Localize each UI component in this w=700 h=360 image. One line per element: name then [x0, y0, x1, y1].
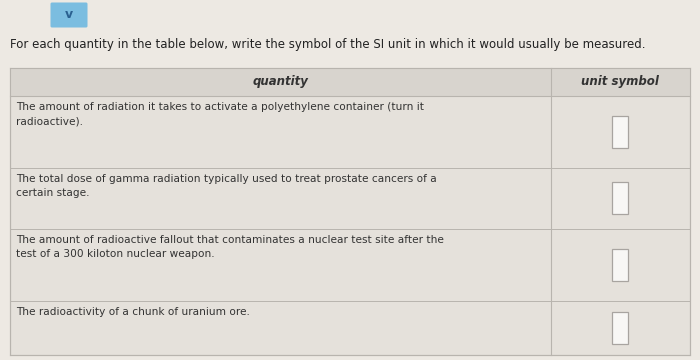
- Text: For each quantity in the table below, write the symbol of the SI unit in which i: For each quantity in the table below, wr…: [10, 38, 645, 51]
- Bar: [10, 68, 690, 355]
- FancyBboxPatch shape: [50, 3, 88, 27]
- Bar: [612, 183, 629, 214]
- Text: The total dose of gamma radiation typically used to treat prostate cancers of a
: The total dose of gamma radiation typica…: [16, 174, 437, 198]
- Text: unit symbol: unit symbol: [582, 76, 659, 89]
- Text: quantity: quantity: [253, 76, 308, 89]
- Text: The amount of radioactive fallout that contaminates a nuclear test site after th: The amount of radioactive fallout that c…: [16, 235, 444, 259]
- Bar: [10, 68, 690, 96]
- Bar: [612, 116, 629, 148]
- Bar: [612, 312, 629, 344]
- Bar: [612, 249, 629, 281]
- Text: The amount of radiation it takes to activate a polyethylene container (turn it
r: The amount of radiation it takes to acti…: [16, 102, 424, 126]
- Text: The radioactivity of a chunk of uranium ore.: The radioactivity of a chunk of uranium …: [16, 307, 250, 317]
- Text: v: v: [65, 9, 73, 22]
